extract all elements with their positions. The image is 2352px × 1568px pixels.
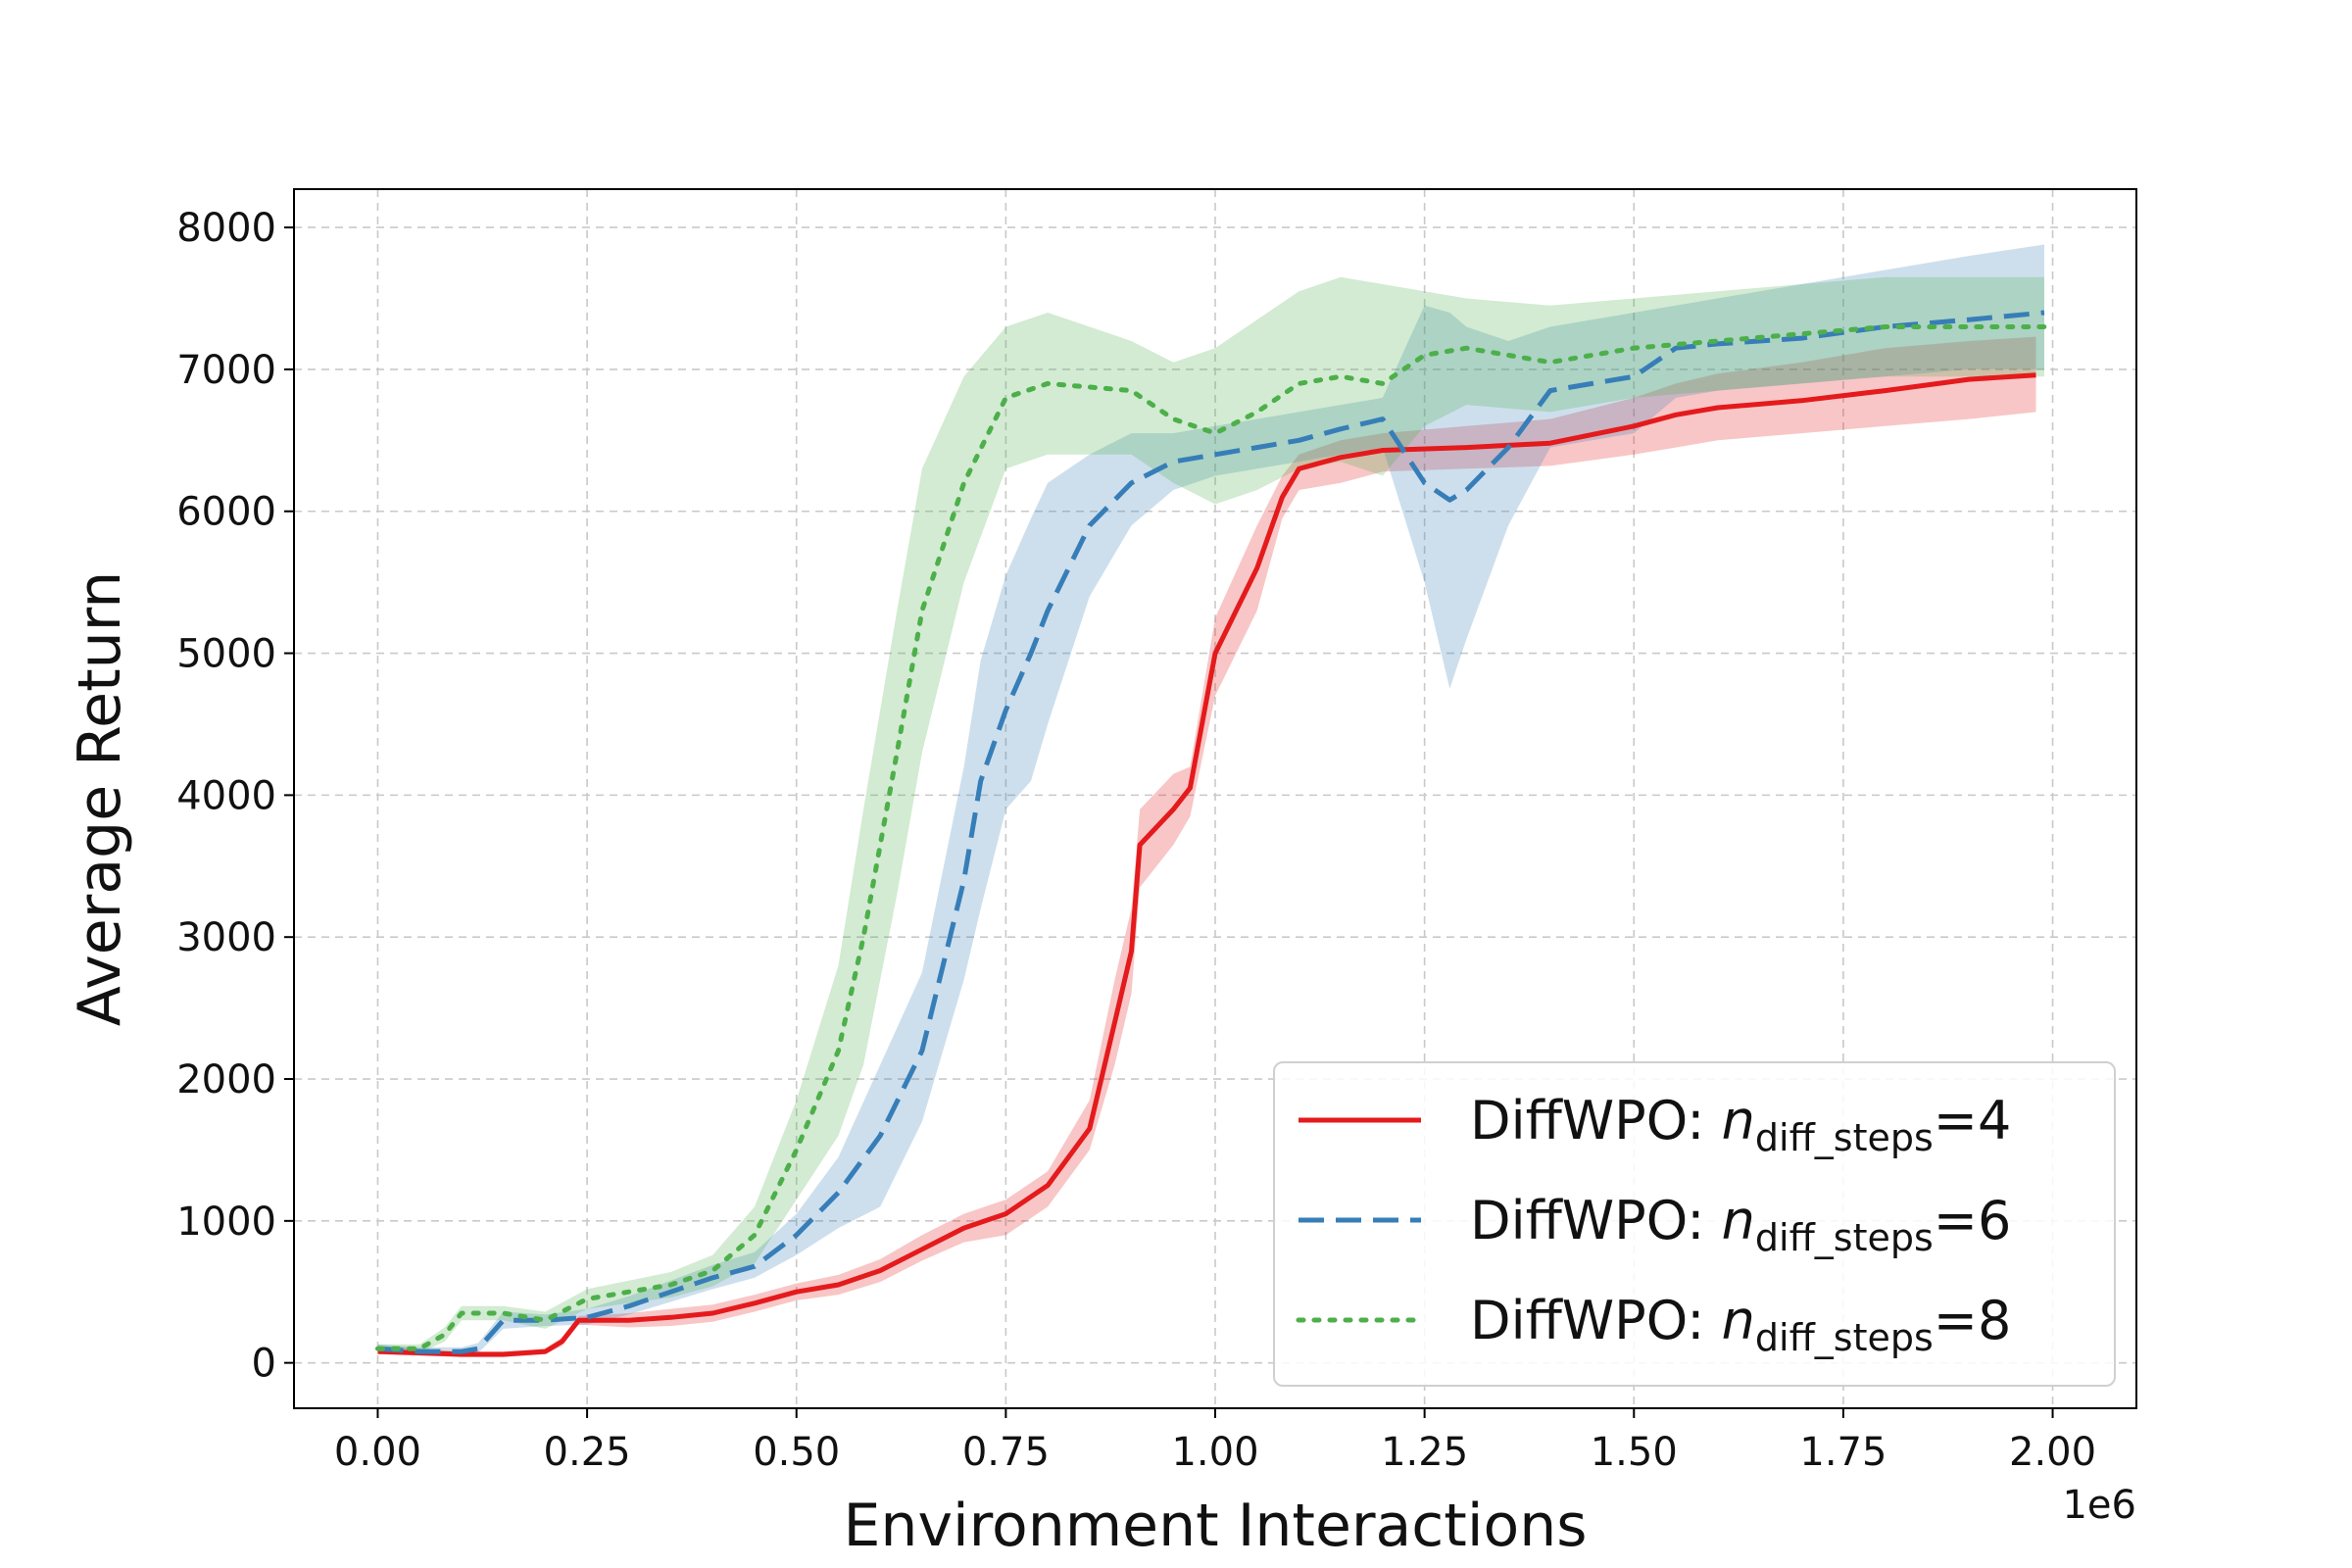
axis-ticks: 0.00 0.25 0.50 0.75 1.00 1.25 1.50 1.75 2.00 0 100…: [176, 206, 2096, 1475]
series-line-3: [375, 324, 2047, 1351]
y-tick-label: 2000: [176, 1057, 276, 1102]
x-tick-label: 1.00: [1171, 1430, 1258, 1475]
legend-label-2: DiffWPO: ndiff_steps=6: [1470, 1190, 2011, 1259]
y-tick-label: 0: [252, 1342, 276, 1387]
y-tick-label: 8000: [176, 206, 276, 251]
x-axis-offset-label: 1e6: [2062, 1483, 2136, 1528]
x-tick-label: 0.25: [544, 1430, 631, 1475]
series-line-2: [377, 310, 2045, 1354]
series-line-1: [377, 372, 2036, 1357]
x-tick-label: 2.00: [2009, 1430, 2096, 1475]
x-axis-title: Environment Interactions: [844, 1492, 1588, 1560]
x-tick-label: 0.75: [962, 1430, 1050, 1475]
y-tick-label: 1000: [176, 1200, 276, 1245]
x-tick-label: 0.00: [334, 1430, 421, 1475]
x-tick-label: 1.50: [1591, 1430, 1678, 1475]
confidence-band-3: [377, 276, 2044, 1353]
y-tick-label: 6000: [176, 490, 276, 535]
x-tick-label: 1.75: [1799, 1430, 1886, 1475]
y-tick-label: 7000: [176, 348, 276, 393]
y-tick-label: 4000: [176, 773, 276, 818]
x-tick-label: 1.25: [1381, 1430, 1468, 1475]
legend-label-1: DiffWPO: ndiff_steps=4: [1470, 1090, 2011, 1159]
legend-box: [1273, 1061, 2116, 1387]
y-tick-label: 5000: [176, 632, 276, 677]
series-lines: [375, 310, 2047, 1357]
x-tick-label: 0.50: [753, 1430, 840, 1475]
legend: DiffWPO: ndiff_steps=4 DiffWPO: ndiff_ste…: [1273, 1061, 2116, 1387]
y-axis-title: Average Return: [66, 571, 134, 1027]
confidence-bands: [377, 244, 2044, 1357]
confidence-band-2: [377, 244, 2044, 1356]
y-tick-label: 3000: [176, 915, 276, 960]
legend-label-3: DiffWPO: ndiff_steps=8: [1470, 1290, 2011, 1359]
